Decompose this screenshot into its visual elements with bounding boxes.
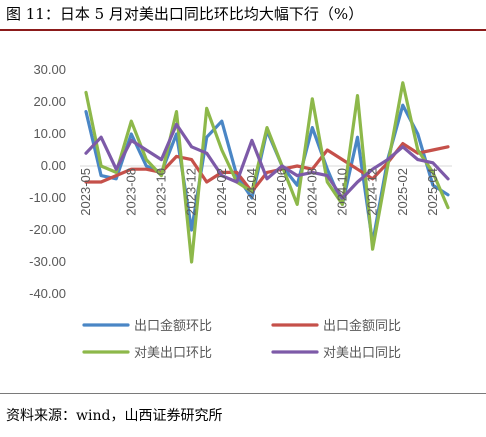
y-tick-label: 20.00	[33, 94, 66, 109]
line-chart: 30.00 20.00 10.00 0.00 -10.00 -20.00 -30.00 -40…	[29, 62, 452, 361]
legend-label: 对美出口同比	[323, 346, 401, 361]
y-tick-label: 30.00	[33, 62, 66, 77]
x-tick-label: 2024-10	[334, 168, 349, 216]
y-tick-label: 0.00	[41, 158, 66, 173]
x-tick-label: 2024-04	[244, 168, 259, 216]
source-rule	[0, 393, 486, 394]
source-note: 资料来源：wind，山西证券研究所	[6, 408, 223, 424]
y-tick-label: -20.00	[29, 222, 66, 237]
x-tick-label: 2024-06	[274, 168, 289, 216]
x-tick-label: 2024-08	[304, 168, 319, 216]
figure-title: 图 11：日本 5 月对美出口同比环比均大幅下行（%）	[6, 5, 364, 23]
y-tick-label: -10.00	[29, 190, 66, 205]
x-tick-label: 2023-05	[78, 168, 93, 216]
x-tick-label: 2024-02	[214, 168, 229, 216]
legend-label: 出口金额同比	[323, 318, 401, 334]
series-lines	[84, 81, 450, 264]
y-tick-label: 10.00	[33, 126, 66, 141]
y-tick-label: -40.00	[29, 286, 66, 301]
x-tick-label: 2023-12	[184, 168, 199, 216]
y-tick-label: -30.00	[29, 254, 66, 269]
x-tick-label: 2025-02	[395, 168, 410, 216]
x-tick-label: 2024-12	[365, 168, 380, 216]
legend-label: 出口金额环比	[134, 318, 212, 334]
x-tick-label: 2023-08	[123, 168, 138, 216]
x-tick-label: 2025-04	[425, 168, 440, 216]
legend-label: 对美出口环比	[134, 346, 212, 361]
x-tick-label: 2023-10	[153, 168, 168, 216]
title-rule	[0, 29, 486, 31]
y-axis: 30.00 20.00 10.00 0.00 -10.00 -20.00 -30.00 -40…	[29, 62, 66, 301]
x-axis: 2023-05 2023-08 2023-10 2023-12 2024-02 2024-…	[78, 168, 440, 216]
